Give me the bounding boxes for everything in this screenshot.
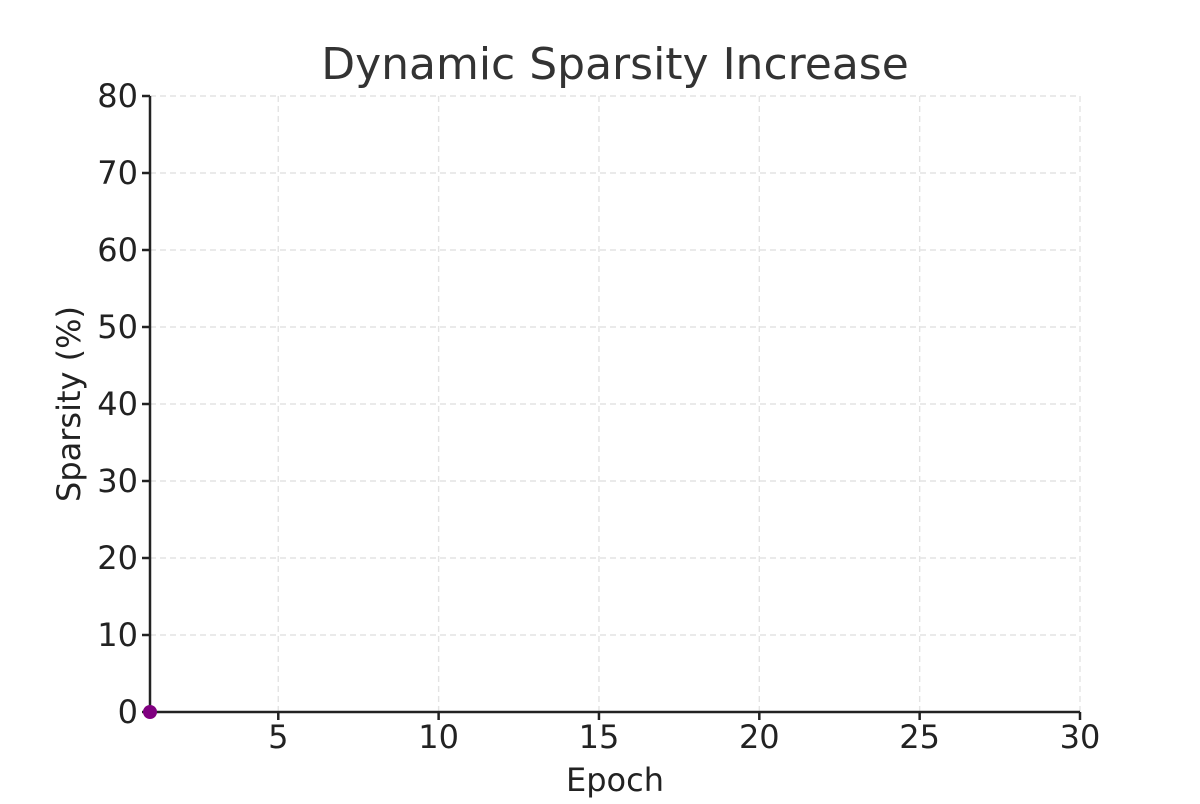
x-tick-label: 25	[899, 718, 940, 756]
data-point	[143, 705, 157, 719]
ticks: 5 10 15 20 25 30 0 10 20 30 40 50 60 70 80	[97, 77, 1100, 756]
series-group	[143, 705, 157, 719]
x-tick-label: 15	[579, 718, 620, 756]
chart-title: Dynamic Sparsity Increase	[321, 39, 909, 90]
x-tick-label: 10	[418, 718, 459, 756]
x-tick-label: 30	[1060, 718, 1101, 756]
y-tick-label: 20	[97, 539, 138, 577]
y-tick-label: 0	[118, 693, 138, 731]
y-tick-label: 70	[97, 154, 138, 192]
y-tick-label: 30	[97, 462, 138, 500]
y-tick-label: 60	[97, 231, 138, 269]
grid	[150, 95, 1081, 713]
y-tick-label: 80	[97, 77, 138, 115]
y-tick-label: 10	[97, 616, 138, 654]
x-tick-label: 5	[268, 718, 288, 756]
y-tick-label: 50	[97, 308, 138, 346]
y-axis-label: Sparsity (%)	[50, 306, 88, 502]
x-tick-label: 20	[739, 718, 780, 756]
x-axis-label: Epoch	[566, 761, 664, 799]
y-tick-label: 40	[97, 385, 138, 423]
